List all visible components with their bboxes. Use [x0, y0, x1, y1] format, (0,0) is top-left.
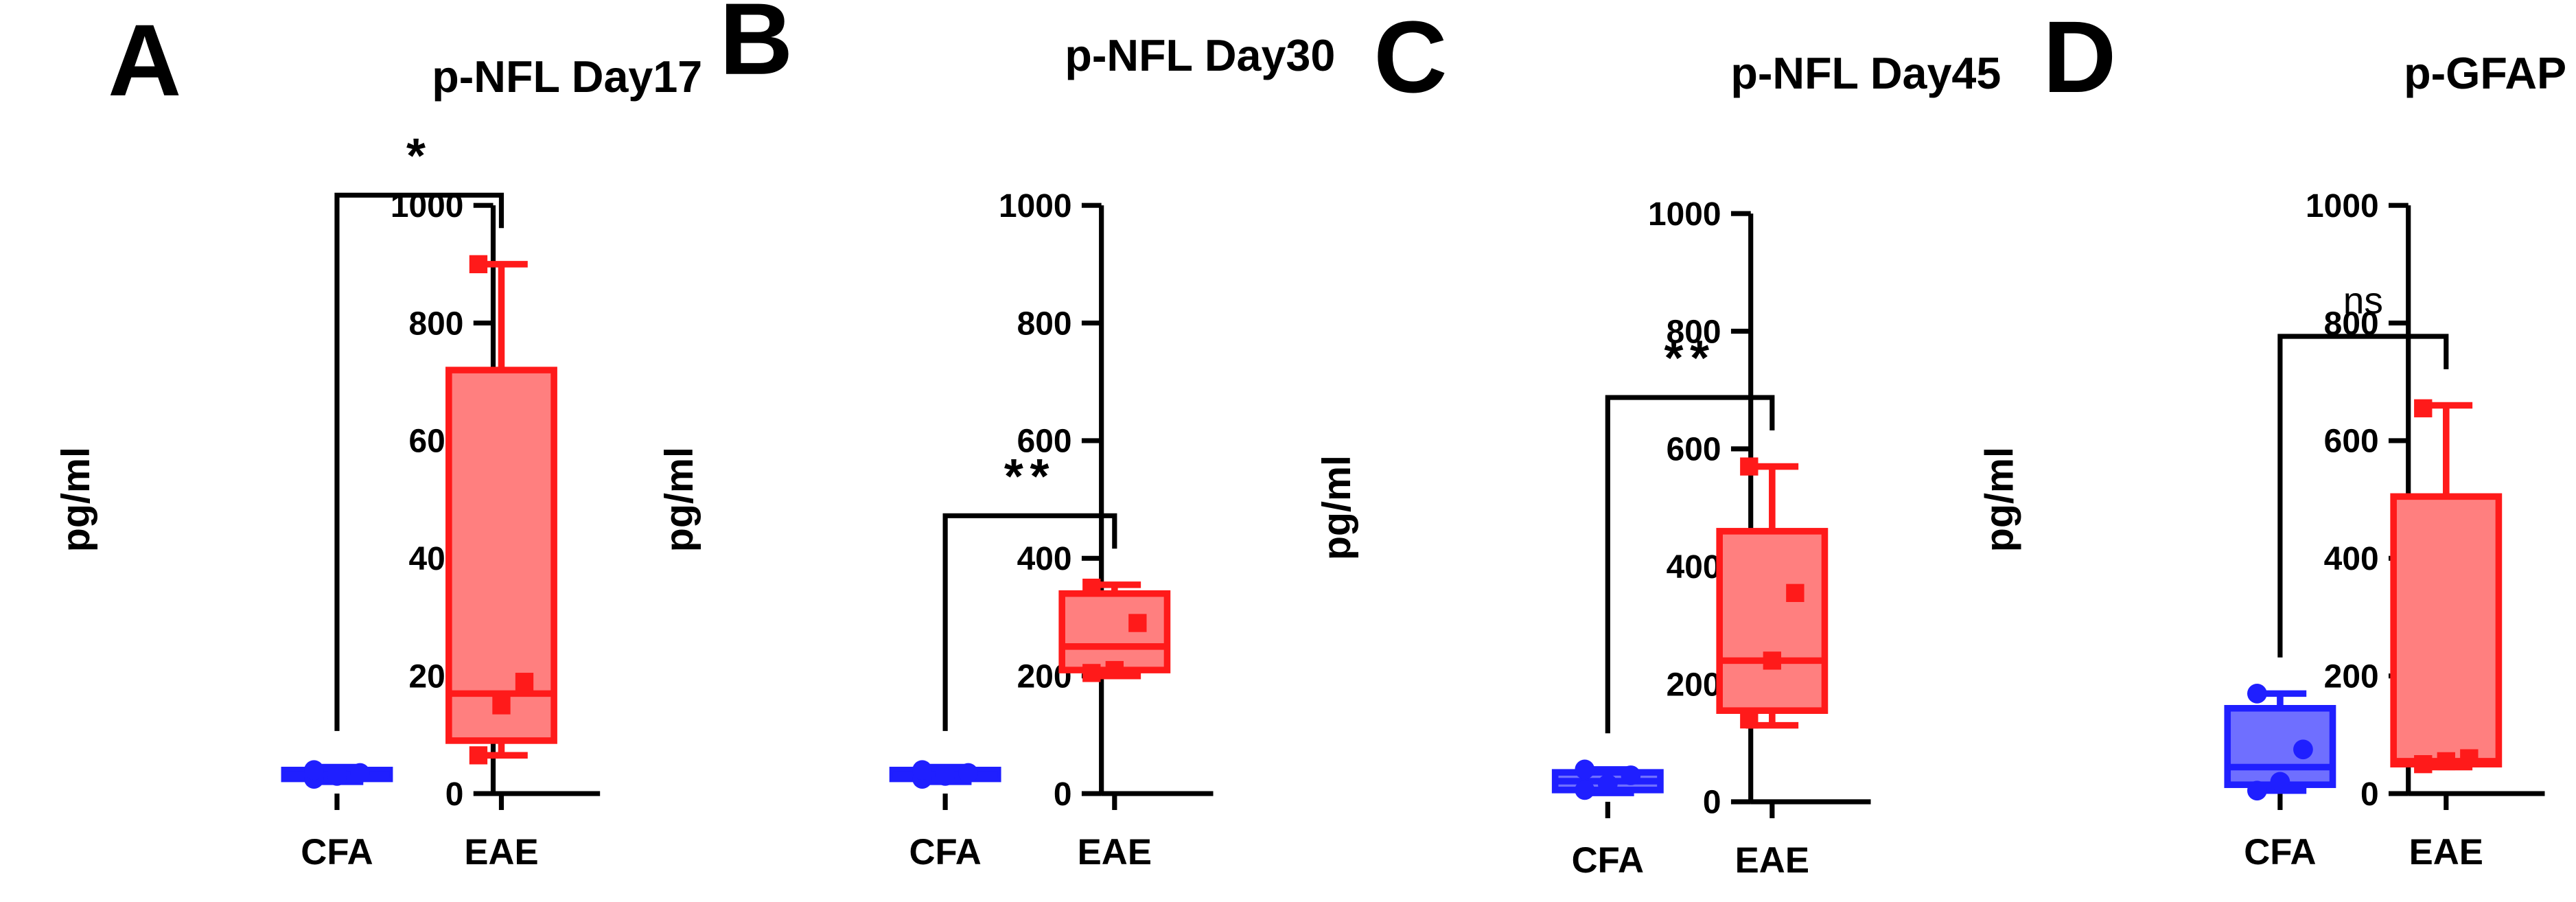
x-category-label: CFA: [2244, 832, 2316, 872]
data-point: [1082, 578, 1101, 597]
data-point: [2414, 399, 2433, 417]
data-point: [1575, 759, 1595, 780]
data-point: [958, 763, 979, 783]
data-point: [350, 763, 370, 783]
y-tick-label: 0: [445, 776, 464, 813]
y-axis-label: pg/ml: [658, 447, 701, 552]
data-point: [492, 696, 511, 715]
data-point: [1575, 780, 1595, 800]
data-point: [469, 255, 488, 274]
data-point: [1105, 660, 1124, 680]
data-point: [1128, 614, 1147, 632]
data-point: [2247, 684, 2267, 704]
data-point: [2414, 755, 2433, 774]
y-tick-label: 1000: [1648, 196, 1721, 233]
panel-title: p-NFL Day45: [1730, 48, 2001, 98]
significance-label: *: [406, 128, 432, 183]
panel-title: p-GFAP Day30: [2404, 48, 2576, 98]
x-category-label: CFA: [909, 832, 981, 872]
y-axis-label: pg/ml: [1977, 447, 2021, 552]
x-category-label: EAE: [2409, 832, 2483, 872]
box: [1716, 528, 1829, 714]
y-axis-label: pg/ml: [54, 447, 98, 552]
data-point: [1621, 765, 1641, 785]
y-tick-label: 600: [2324, 424, 2379, 460]
y-tick-label: 0: [2360, 776, 2379, 813]
panel-title: p-NFL Day17: [432, 51, 702, 102]
y-tick-label: 800: [1667, 314, 1721, 350]
panel-d: Dp-GFAP Day3002004006008001000CFAEAEpg/m…: [1977, 1, 2576, 872]
panel-title: p-NFL Day30: [1065, 30, 1335, 80]
significance-bracket: [2277, 334, 2449, 658]
significance-label: ns: [2343, 279, 2383, 321]
panel-letter: B: [719, 0, 793, 96]
box: [1058, 590, 1171, 673]
significance-bracket: [1605, 395, 1775, 734]
data-point: [2437, 752, 2455, 771]
x-category-label: EAE: [1735, 840, 1809, 881]
x-category-label: CFA: [301, 832, 373, 872]
y-tick-label: 800: [1017, 305, 1072, 342]
x-category-label: EAE: [464, 832, 538, 872]
y-tick-label: 0: [1703, 785, 1721, 821]
significance-label: **: [1664, 331, 1716, 386]
box: [2390, 493, 2503, 767]
data-point: [304, 760, 324, 780]
panel-letter: A: [108, 4, 181, 117]
data-point: [515, 673, 534, 691]
data-point: [327, 764, 347, 785]
y-tick-label: 400: [1017, 541, 1072, 577]
y-axis-label: pg/ml: [1315, 455, 1359, 560]
panel-letter: D: [2043, 1, 2116, 114]
significance-label: **: [1004, 449, 1056, 504]
x-category-label: CFA: [1572, 840, 1644, 881]
y-tick-label: 600: [1017, 424, 1072, 460]
box: [445, 367, 557, 744]
data-point: [1740, 710, 1759, 729]
data-point: [2270, 772, 2290, 792]
data-point: [1082, 664, 1101, 682]
data-point: [912, 760, 932, 780]
y-tick-label: 400: [1667, 549, 1721, 586]
significance-bracket: [334, 192, 504, 731]
y-tick-label: 600: [1667, 432, 1721, 468]
y-tick-label: 800: [408, 305, 463, 342]
data-point: [1597, 774, 1618, 794]
y-tick-label: 400: [2324, 541, 2379, 577]
data-point: [2293, 739, 2313, 760]
y-tick-label: 200: [1667, 667, 1721, 703]
panel-letter: C: [1373, 1, 1447, 114]
data-point: [1763, 651, 1782, 670]
data-point: [2460, 749, 2479, 767]
data-point: [2247, 780, 2267, 801]
x-category-label: EAE: [1078, 832, 1152, 872]
data-point: [1786, 583, 1805, 602]
y-tick-label: 0: [1054, 776, 1072, 813]
y-tick-label: 200: [2324, 658, 2379, 695]
significance-bracket: [942, 513, 1117, 731]
data-point: [1740, 457, 1759, 476]
y-tick-label: 1000: [2306, 188, 2379, 224]
data-point: [469, 746, 488, 765]
y-tick-label: 1000: [999, 188, 1072, 224]
data-point: [935, 764, 955, 785]
